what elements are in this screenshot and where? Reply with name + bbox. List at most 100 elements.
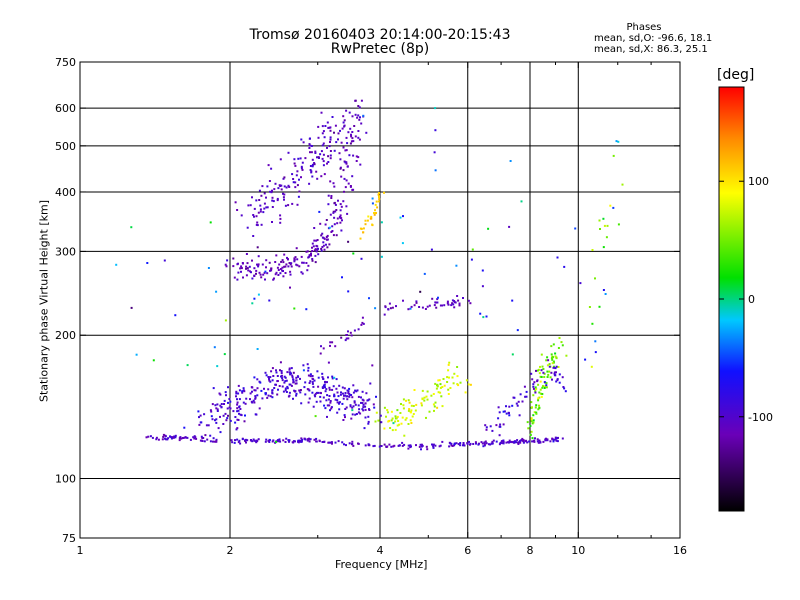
- data-point: [324, 386, 326, 389]
- data-point: [428, 304, 431, 307]
- data-point: [341, 219, 343, 222]
- data-point: [321, 157, 324, 160]
- data-point: [542, 440, 545, 443]
- data-point: [311, 175, 314, 178]
- data-point: [352, 444, 355, 447]
- data-point: [555, 365, 558, 368]
- data-point: [268, 379, 271, 382]
- data-point: [551, 378, 553, 381]
- data-point: [251, 196, 253, 199]
- data-point: [294, 256, 297, 259]
- data-point: [428, 410, 431, 413]
- data-point: [257, 265, 260, 268]
- data-point: [354, 99, 357, 102]
- data-point: [331, 225, 334, 228]
- data-point: [224, 412, 227, 415]
- data-point: [320, 150, 323, 153]
- data-point: [261, 397, 264, 400]
- data-point: [285, 391, 288, 393]
- data-point: [364, 408, 367, 411]
- data-point: [234, 439, 236, 442]
- data-point: [351, 137, 354, 140]
- data-point: [301, 261, 304, 264]
- data-point: [594, 351, 597, 354]
- data-point: [272, 375, 275, 377]
- x-axis-ticks: 1 2 4 6 8 10 16: [77, 62, 687, 557]
- data-point: [277, 187, 280, 190]
- data-point: [259, 273, 262, 276]
- data-point: [355, 390, 358, 393]
- data-point: [224, 391, 227, 394]
- data-point: [359, 237, 362, 240]
- data-point: [343, 414, 346, 417]
- data-point: [264, 270, 267, 273]
- data-point: [347, 392, 350, 394]
- data-point: [351, 406, 354, 409]
- data-point: [314, 395, 317, 398]
- data-point: [328, 226, 331, 229]
- data-point: [130, 306, 133, 309]
- data-point: [273, 277, 275, 280]
- data-point: [256, 263, 258, 266]
- data-point: [438, 445, 441, 448]
- data-point: [426, 305, 429, 308]
- data-point: [251, 390, 253, 393]
- data-point: [163, 437, 166, 440]
- data-point: [467, 383, 470, 386]
- data-point: [421, 306, 424, 309]
- data-point: [322, 130, 325, 133]
- data-point: [343, 119, 346, 122]
- data-point: [421, 398, 424, 401]
- data-point: [240, 267, 243, 270]
- data-point: [527, 427, 530, 430]
- data-point: [511, 404, 514, 407]
- data-point: [257, 211, 260, 214]
- data-point: [357, 411, 360, 414]
- data-point: [402, 299, 404, 302]
- data-point: [216, 365, 219, 368]
- data-point: [229, 407, 232, 410]
- data-point: [433, 409, 435, 412]
- data-point: [360, 323, 363, 326]
- data-point: [525, 390, 528, 393]
- data-point: [525, 395, 528, 398]
- data-point: [193, 437, 196, 440]
- data-point: [398, 423, 401, 426]
- data-point: [349, 127, 352, 130]
- data-point: [351, 131, 354, 133]
- data-point: [311, 165, 314, 168]
- data-point: [256, 221, 259, 224]
- data-point: [609, 204, 612, 207]
- data-point: [448, 445, 451, 448]
- data-point: [326, 234, 329, 237]
- data-point: [260, 276, 263, 279]
- data-point: [448, 361, 451, 364]
- data-point: [322, 377, 325, 380]
- data-point: [304, 381, 307, 384]
- data-point: [264, 393, 267, 396]
- data-point: [290, 367, 293, 370]
- data-point: [320, 111, 323, 114]
- data-point: [401, 242, 404, 245]
- data-point: [260, 223, 263, 226]
- data-point: [434, 129, 437, 132]
- data-point: [546, 439, 549, 442]
- data-point: [302, 364, 305, 367]
- data-point: [256, 246, 259, 249]
- data-point: [481, 442, 484, 445]
- data-point: [271, 396, 274, 399]
- data-point: [283, 176, 286, 179]
- data-point: [544, 438, 547, 441]
- data-point: [237, 419, 240, 421]
- data-point: [389, 427, 392, 429]
- data-point: [286, 371, 289, 374]
- data-point: [455, 264, 458, 267]
- data-point: [411, 415, 414, 418]
- data-point: [343, 443, 345, 446]
- data-point: [273, 188, 276, 191]
- data-point: [186, 436, 189, 439]
- data-point: [288, 371, 291, 374]
- data-point: [516, 404, 519, 407]
- data-point: [281, 259, 284, 262]
